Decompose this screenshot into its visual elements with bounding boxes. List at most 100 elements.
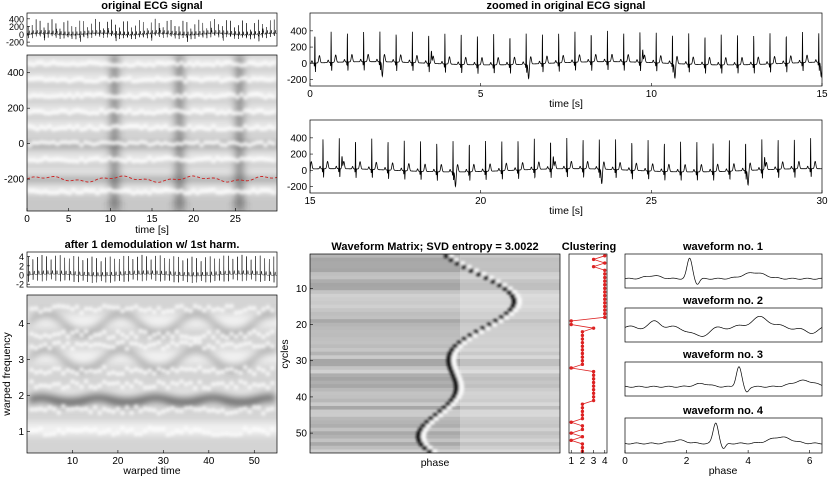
harmonic-dot-warped [147,343,152,348]
harmonic-dot-warped [256,383,262,388]
series-line-waveform-2 [625,315,822,337]
harmonic-dot [99,61,104,67]
harmonic-dot-warped [197,305,202,310]
harmonic-dot-warped [252,371,257,377]
matrix-row [310,409,560,414]
harmonic-dot-warped [133,367,139,372]
harmonic-dot-warped [233,432,239,437]
harmonic-dot-warped [256,427,262,432]
harmonic-dot [103,76,108,81]
zoom1-ytick-label: 200 [290,43,307,54]
harmonic-dot-warped [233,409,239,414]
harmonic-dot-warped [79,342,84,347]
cluster-marker [580,413,585,417]
harmonic-dot [59,92,64,98]
harmonic-dot-warped [97,430,102,436]
harmonic-dot-warped [179,379,184,384]
harmonic-dot [31,108,36,114]
harmonic-dot [215,110,220,116]
harmonic-dot-warped [74,406,80,411]
harmonic-dot [215,126,220,132]
harmonic-dot-warped [115,371,121,377]
harmonic-dot [71,139,76,145]
harmonic-dot [51,94,56,99]
harmonic-dot [123,94,128,100]
panel-zoomed-ecg-2: 15 20 25 30 400 200 0 -200 time [s] [287,119,828,217]
spectral-band [27,104,277,114]
harmonic-dot [199,142,204,148]
harmonic-dot [111,157,116,162]
harmonic-dot-warped [102,303,107,309]
harmonic-dot [243,95,248,100]
harmonic-dot [255,76,260,82]
harmonic-dot [51,109,56,115]
harmonic-dot [191,93,196,98]
harmonic-dot-warped [83,306,89,312]
harmonic-dot-warped [133,431,139,437]
harmonic-dot-warped [115,340,121,346]
harmonic-dot [51,190,56,195]
series-line-clustering [569,255,607,452]
matrix-peak-bright [516,297,522,302]
matrix-peak-bright [456,395,462,400]
harmonic-dot [143,110,148,116]
harmonic-dot-warped [92,427,98,432]
harmonic-dot [103,188,108,194]
harmonic-dot [251,157,256,162]
harmonic-dot-warped [120,410,125,416]
harmonic-dot-warped [138,328,143,334]
harmonic-dot [199,78,204,84]
matrix-row [310,333,560,338]
spectrogram-time-ytick-label: 0 [18,139,24,150]
harmonic-dot [155,75,160,81]
zoom2-xtick-label: 25 [646,196,658,207]
harmonic-dot-warped [133,304,139,309]
matrix-peak-bright [459,384,465,389]
harmonic-dot-warped [261,307,266,312]
harmonic-dot [251,110,256,115]
harmonic-dot-warped [229,304,234,309]
harmonic-dot-warped [242,365,248,370]
harmonic-dot-warped [215,306,221,312]
harmonic-dot [271,158,276,163]
zoom1-xtick-label: 10 [646,89,658,100]
harmonic-dot [199,124,204,130]
harmonic-dot [99,76,104,82]
cluster-marker [580,442,585,446]
harmonic-dot [43,155,48,161]
harmonic-dot-warped [170,380,175,386]
matrix-peak-bright [421,434,427,439]
harmonic-dot-warped [265,407,271,412]
harmonic-dot-warped [252,427,257,432]
harmonic-dot-warped [197,365,202,370]
harmonic-dot [179,76,184,81]
matrix-row [310,272,560,277]
matrix-row [310,301,560,306]
harmonic-dot-warped [242,426,248,431]
matrix-row [310,268,560,273]
harmonic-dot-warped [174,329,180,334]
matrix-row [310,442,560,447]
matrix-peak-dark [422,445,428,450]
harmonic-dot-warped [38,334,43,340]
matrix-row [310,420,560,425]
harmonic-dot [263,60,268,66]
harmonic-dot [211,123,216,129]
xlabel-zoomed-ecg-2: time [s] [549,205,583,217]
spectral-band [27,72,277,82]
harmonic-dot [159,60,164,66]
cluster-marker [591,387,596,392]
harmonic-dot-warped [242,334,248,340]
matrix-peak-dark [449,348,455,353]
harmonic-dot-warped [97,332,102,337]
harmonic-dot-warped [170,431,175,436]
harmonic-dot [271,190,276,195]
harmonic-dot-warped [83,426,89,432]
harmonic-dot [55,156,60,162]
harmonic-dot [63,94,68,99]
harmonic-dot-warped [147,385,152,390]
harmonic-dot-warped [192,335,198,341]
harmonic-dot [79,76,84,82]
harmonic-dot [51,76,56,82]
harmonic-dot-warped [120,425,125,431]
